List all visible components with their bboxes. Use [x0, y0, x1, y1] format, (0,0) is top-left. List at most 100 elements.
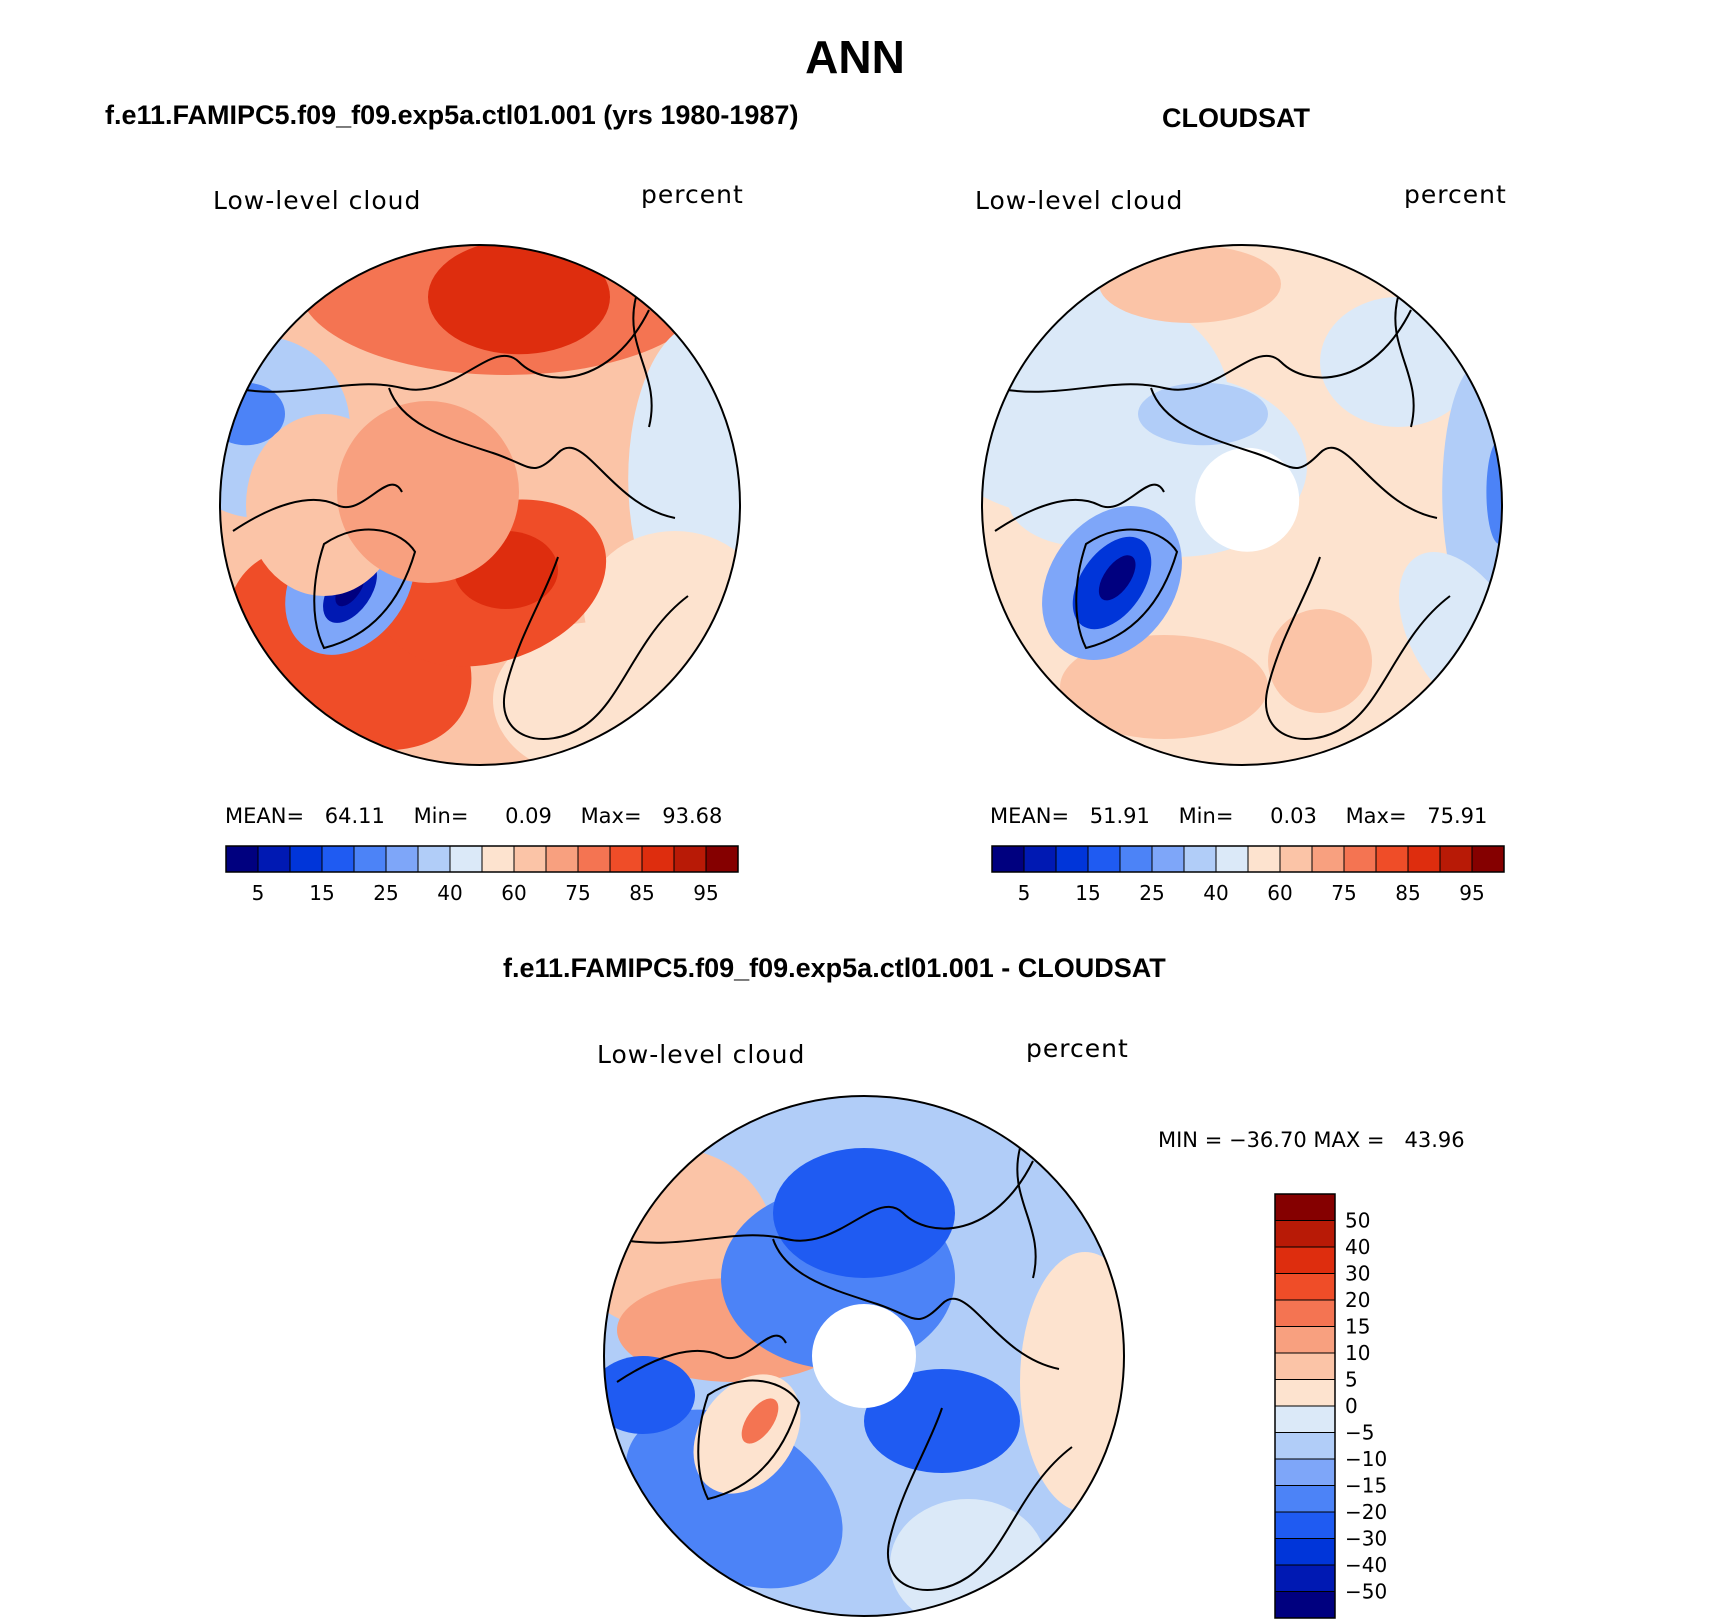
- coastline: [632, 296, 653, 428]
- diff-colorbar-tick-label: 10: [1345, 1341, 1370, 1365]
- missing-data-hole: [1195, 447, 1300, 552]
- model-mean-value: 64.11: [324, 804, 385, 828]
- diff-colorbar-tick-label: −30: [1345, 1527, 1387, 1551]
- obs-colorbar-tick-label: 25: [1139, 881, 1164, 905]
- diff-colorbar-tick-label: −50: [1345, 1580, 1387, 1604]
- field-region: [1098, 555, 1136, 601]
- coastline: [313, 528, 417, 650]
- diff-subtitle: f.e11.FAMIPC5.f09_f09.exp5a.ctl01.001 - …: [503, 953, 1166, 983]
- model-colorbar-swatch: [705, 845, 739, 873]
- obs-colorbar-swatch: [1471, 845, 1505, 873]
- obs-colorbar-swatch: [1087, 845, 1121, 873]
- model-colorbar-tick-label: 15: [309, 881, 334, 905]
- coastline: [1016, 1147, 1037, 1279]
- obs-min-value: 0.03: [1270, 804, 1317, 828]
- coastline: [887, 1407, 1073, 1591]
- model-colorbar-swatch: [417, 845, 451, 873]
- model-max-label: Max=: [580, 804, 642, 828]
- obs-colorbar-swatch: [991, 845, 1025, 873]
- diff-colorbar-swatch: [1274, 1485, 1336, 1513]
- field-region: [1099, 245, 1281, 323]
- model-colorbar-swatch: [609, 845, 643, 873]
- coastline: [994, 309, 1412, 393]
- field-region: [773, 1148, 955, 1278]
- model-stats: MEAN= 64.11 Min= 0.09 Max= 93.68: [225, 804, 722, 828]
- obs-colorbar-swatch: [1151, 845, 1185, 873]
- model-colorbar-swatch: [545, 845, 579, 873]
- diff-colorbar-swatch: [1274, 1538, 1336, 1566]
- coastline: [1150, 387, 1438, 519]
- obs-colorbar-swatch: [1183, 845, 1217, 873]
- obs-stats: MEAN= 51.91 Min= 0.03 Max= 75.91: [990, 804, 1487, 828]
- diff-colorbar-tick-label: 20: [1345, 1288, 1370, 1312]
- obs-colorbar-frame: [991, 845, 1505, 873]
- coastline: [994, 483, 1165, 532]
- diff-colorbar-swatch: [1274, 1379, 1336, 1407]
- model-colorbar-swatch: [225, 845, 259, 873]
- model-polar-map: [219, 244, 741, 766]
- obs-colorbar-swatch: [1375, 845, 1409, 873]
- diff-colorbar-swatch: [1274, 1220, 1336, 1248]
- model-mean-label: MEAN=: [225, 804, 305, 828]
- model-colorbar-swatch: [481, 845, 515, 873]
- diff-colorbar-tick-label: 5: [1345, 1368, 1358, 1392]
- model-colorbar-tick-label: 60: [501, 881, 526, 905]
- diff-colorbar-tick-label: −10: [1345, 1447, 1387, 1471]
- model-colorbar-swatch: [673, 845, 707, 873]
- field-region: [741, 1398, 779, 1444]
- obs-colorbar-swatch: [1023, 845, 1057, 873]
- field-region: [1138, 382, 1268, 446]
- obs-max-label: Max=: [1345, 804, 1407, 828]
- coastline: [232, 309, 650, 393]
- diff-colorbar-swatch: [1274, 1352, 1336, 1380]
- field-region: [1060, 635, 1268, 739]
- diff-stats: MIN = −36.70 MAX = 43.96: [1158, 1128, 1465, 1152]
- diff-colorbar-tick-label: −5: [1345, 1421, 1374, 1445]
- field-region: [1486, 440, 1502, 544]
- obs-colorbar-swatch: [1439, 845, 1473, 873]
- model-colorbar-swatch: [641, 845, 675, 873]
- model-max-value: 93.68: [662, 804, 723, 828]
- model-min-value: 0.09: [505, 804, 552, 828]
- model-colorbar-tick-label: 95: [693, 881, 718, 905]
- model-units-label: percent: [641, 180, 744, 209]
- diff-colorbar-tick-label: 0: [1345, 1394, 1358, 1418]
- field-region: [1020, 1252, 1124, 1512]
- coastline: [616, 1334, 787, 1383]
- diff-colorbar-tick-label: 40: [1345, 1235, 1370, 1259]
- coastline: [772, 1238, 1060, 1370]
- obs-colorbar-swatch: [1407, 845, 1441, 873]
- obs-colorbar-swatch: [1343, 845, 1377, 873]
- obs-mean-value: 51.91: [1089, 804, 1150, 828]
- diff-units-label: percent: [1026, 1034, 1129, 1063]
- model-colorbar-tick-label: 40: [437, 881, 462, 905]
- model-colorbar-tick-label: 85: [629, 881, 654, 905]
- obs-colorbar-swatch: [1119, 845, 1153, 873]
- obs-colorbar-tick-label: 40: [1203, 881, 1228, 905]
- obs-variable-label: Low-level cloud: [975, 186, 1184, 215]
- model-subtitle: f.e11.FAMIPC5.f09_f09.exp5a.ctl01.001 (y…: [105, 100, 799, 130]
- model-colorbar-swatch: [257, 845, 291, 873]
- coastline: [616, 1160, 1034, 1244]
- field-region: [1268, 609, 1372, 713]
- obs-max-value: 75.91: [1427, 804, 1488, 828]
- missing-data-hole: [812, 1304, 916, 1408]
- map-boundary: [981, 244, 1503, 766]
- model-colorbar: 5 15 25 40 60 75 85 95: [225, 845, 739, 905]
- diff-colorbar-tick-label: −15: [1345, 1474, 1387, 1498]
- model-colorbar-frame: [225, 845, 739, 873]
- model-min-label: Min=: [413, 804, 469, 828]
- model-colorbar-swatch: [513, 845, 547, 873]
- diff-colorbar-swatch: [1274, 1432, 1336, 1460]
- diff-colorbar-swatch: [1274, 1564, 1336, 1592]
- diff-polar-map: [603, 1095, 1125, 1617]
- obs-colorbar-tick-label: 5: [1018, 881, 1031, 905]
- diff-colorbar-swatch: [1274, 1591, 1336, 1619]
- coastline: [1075, 528, 1179, 650]
- diff-colorbar-tick-label: 50: [1345, 1209, 1370, 1233]
- main-title: ANN: [805, 31, 905, 83]
- coastline: [388, 387, 676, 519]
- field-region: [604, 1356, 695, 1434]
- obs-colorbar-swatch: [1311, 845, 1345, 873]
